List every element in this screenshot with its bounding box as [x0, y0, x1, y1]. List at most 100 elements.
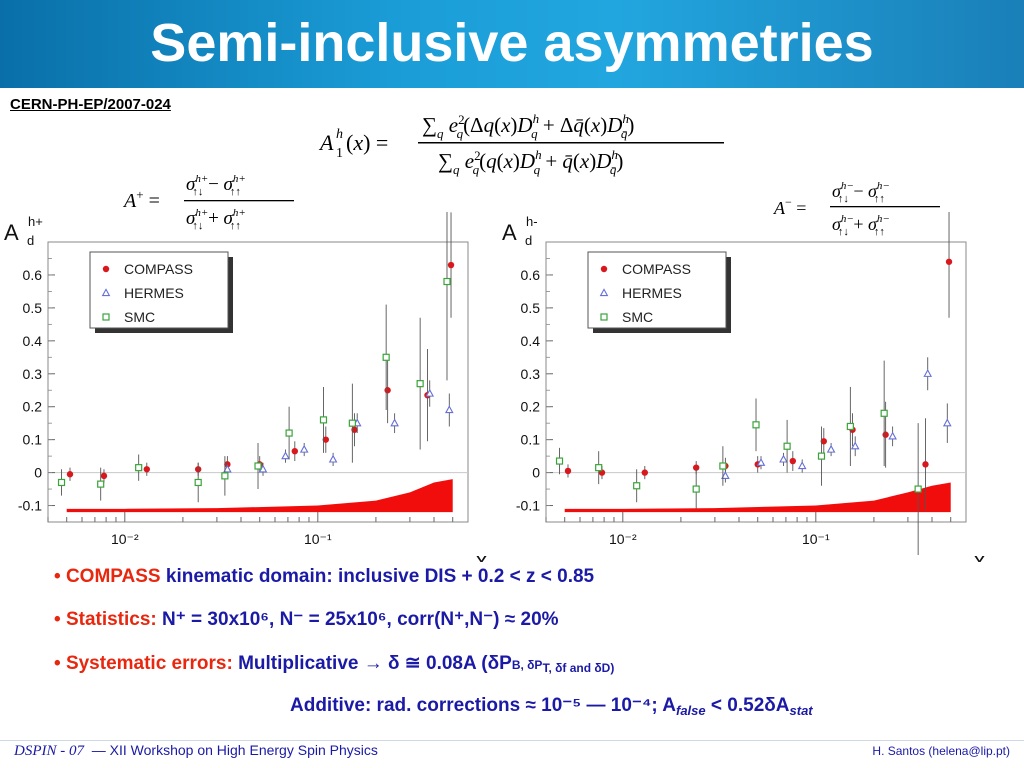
y-tick-label: 0.2	[521, 399, 541, 415]
y-axis-label: A	[4, 220, 19, 245]
bullet-systematic-errors: • Systematic errors: Multiplicative → δ …	[54, 653, 615, 675]
y-axis-label-sub: d	[27, 233, 34, 248]
y-tick-label: 0.4	[521, 333, 541, 349]
hermes-point	[281, 451, 290, 460]
legend-box	[587, 251, 727, 329]
formula-a-plus: A+ = σh+ ↑↓ − σh+ ↑↑ σh+ ↑↓ + σh+ ↑↑	[122, 173, 294, 232]
compass-point	[66, 471, 74, 478]
footer-left: DSPIN - 07 — XII Workshop on High Energy…	[14, 742, 378, 760]
svg-text:A− =: A− =	[773, 195, 806, 218]
compass-point	[820, 438, 828, 445]
bullet-1-red: COMPASS	[65, 566, 161, 587]
systematic-band	[564, 482, 951, 513]
compass-point	[143, 466, 150, 473]
svg-text:h: h	[336, 127, 343, 142]
title-bar: Semi-inclusive asymmetries	[0, 0, 1024, 88]
bullet-kinematic-domain: • COMPASS kinematic domain: inclusive DI…	[54, 566, 595, 587]
y-tick-label: 0.4	[23, 333, 43, 349]
y-tick-label: 0.6	[521, 267, 541, 283]
compass-point	[322, 436, 330, 443]
legend-marker-smc	[102, 313, 110, 321]
svg-text:A: A	[318, 130, 334, 155]
y-tick-label: 0	[532, 465, 540, 481]
y-tick-label: 0.2	[23, 399, 43, 415]
hermes-point	[328, 454, 338, 463]
y-tick-label: -0.1	[18, 498, 42, 514]
smc-point	[914, 485, 922, 493]
bullet-4-sub-stat: stat	[789, 703, 813, 718]
compass-point	[922, 461, 929, 468]
smc-point	[135, 464, 143, 472]
hermes-point	[425, 388, 435, 397]
legend-label-compass: COMPASS	[622, 261, 691, 277]
hermes-point	[444, 405, 454, 414]
bullet-1-text: kinematic domain: inclusive DIS + 0.2 < …	[160, 566, 595, 587]
footer-author: H. Santos (helena@lip.pt)	[872, 744, 1010, 758]
bullet-2-text: N⁺ = 30x10⁶, N⁻ = 25x10⁶, corr(N⁺,N⁻) ≈ …	[156, 609, 559, 630]
compass-point	[384, 387, 391, 394]
legend-marker-hermes	[101, 288, 111, 297]
legend-label-hermes: HERMES	[622, 285, 682, 301]
svg-text:∑q e2q(q(x)Dhq + q̄(x)Dhq̄): ∑q e2 q(q(x)Dh q + q̄(x)Dh q̄)	[438, 147, 623, 177]
smc-point	[416, 380, 424, 388]
smc-point	[633, 482, 641, 490]
x-tick-label: 10⁻²	[111, 531, 139, 547]
bullet-3-sub-b: T, δf and δD)	[542, 661, 615, 675]
footer-divider	[0, 740, 1024, 741]
legend-marker-compass	[600, 265, 608, 273]
compass-point	[789, 457, 797, 465]
compass-point	[564, 467, 572, 475]
y-tick-label: 0.6	[23, 267, 43, 283]
y-tick-label: 0.5	[521, 300, 541, 316]
smc-point	[817, 452, 826, 460]
smc-point	[319, 416, 328, 424]
bullet-3-sub-a: B, δP	[511, 658, 543, 672]
bullet-4-text: Additive: rad. corrections ≈ 10⁻⁵ — 10⁻⁴…	[290, 695, 676, 716]
svg-text:A+ =: A+ =	[122, 187, 160, 212]
hermes-point	[942, 418, 952, 427]
compass-point	[692, 464, 700, 471]
compass-point	[291, 447, 299, 455]
bullet-4-sub-false: false	[675, 703, 706, 718]
y-tick-label: 0.5	[23, 300, 43, 316]
smc-point	[254, 462, 262, 470]
asymmetry-plot-hplus: -0.1 0 0.1 0.2 0.3 0.4 0.5 0.6 10⁻² 10⁻¹ A h+ d x COMP…	[4, 212, 487, 562]
y-axis-label-sub: d	[525, 233, 532, 248]
smc-point	[555, 457, 564, 465]
svg-text:σh+↑↓ − σh+↑↑: σh+ ↑↓ − σh+ ↑↑	[186, 173, 246, 198]
svg-text:(x) =: (x) =	[346, 130, 388, 155]
y-tick-label: 0	[34, 465, 42, 481]
formula-a-minus: A− = σh− ↑↓ − σh− ↑↑ σh− ↑↓ + σh− ↑↑	[773, 180, 940, 238]
y-tick-label: 0.3	[23, 366, 43, 382]
smc-point	[348, 419, 356, 427]
compass-point	[641, 469, 648, 476]
legend-box	[89, 251, 229, 329]
asymmetry-plot-hminus: -0.1 0 0.1 0.2 0.3 0.4 0.5 0.6 10⁻² 10⁻¹ A h-d x COMP…	[502, 212, 985, 562]
slide-title: Semi-inclusive asymmetries	[150, 13, 874, 73]
svg-text:σh−↑↓ + σh−↑↑: σh− ↑↓ + σh− ↑↑	[832, 213, 890, 238]
reference-label: CERN-PH-EP/2007-024	[10, 96, 171, 113]
hermes-point	[850, 441, 860, 450]
bullet-3-red: Systematic errors:	[65, 653, 233, 674]
legend-label-hermes: HERMES	[124, 285, 184, 301]
smc-point	[285, 429, 293, 437]
smc-point	[752, 421, 760, 429]
compass-point	[100, 472, 108, 480]
compass-point	[945, 258, 953, 265]
smc-point	[692, 485, 700, 493]
bullet-additive: Additive: rad. corrections ≈ 10⁻⁵ — 10⁻⁴…	[290, 694, 813, 718]
smc-point	[595, 464, 603, 472]
x-tick-label: 10⁻¹	[802, 531, 830, 547]
smc-point	[97, 480, 105, 488]
x-tick-label: 10⁻¹	[304, 531, 332, 547]
footer-conference-tag: DSPIN - 07	[14, 743, 84, 759]
hermes-point	[923, 369, 933, 377]
hermes-point	[721, 471, 730, 480]
hermes-point	[779, 454, 788, 463]
bullet-4-mid: < 0.52δA	[705, 695, 790, 716]
smc-point	[846, 422, 854, 431]
y-tick-label: 0.1	[23, 432, 43, 448]
bullet-3-text: Multiplicative → δ ≅ 0.08A (δP	[232, 653, 512, 674]
hermes-point	[888, 431, 897, 440]
smc-point	[221, 472, 229, 480]
